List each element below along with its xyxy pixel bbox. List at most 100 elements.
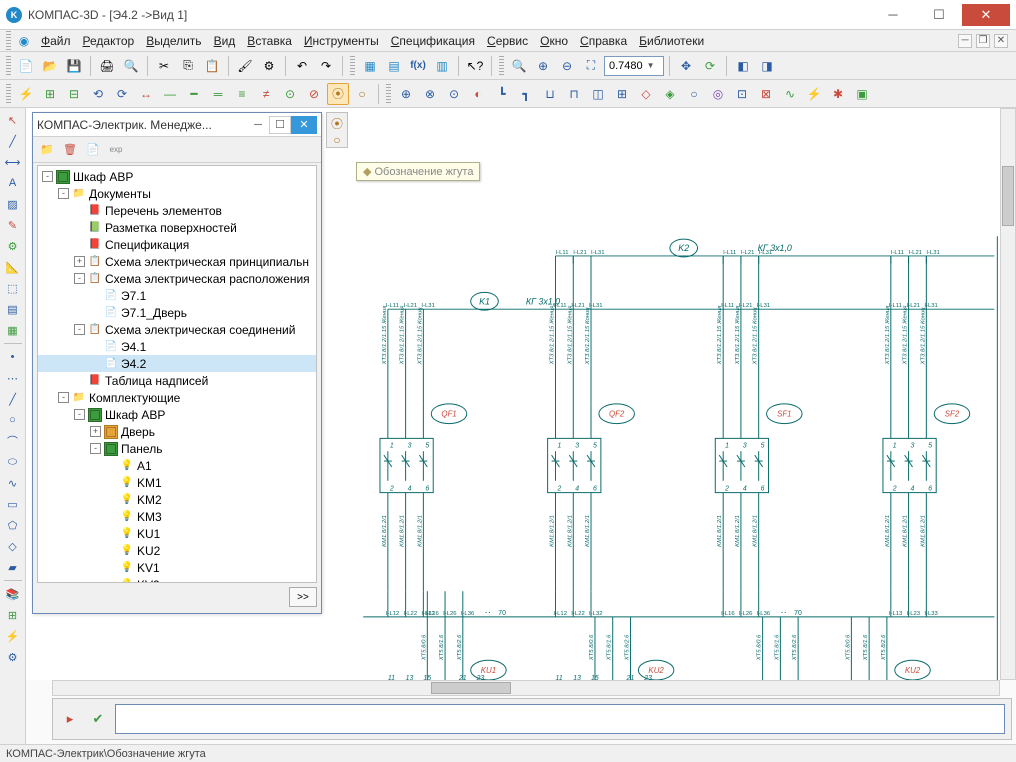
panel-maximize-icon[interactable]: ☐ — [269, 116, 291, 134]
tb-fx-icon[interactable]: f(x) — [407, 55, 429, 77]
tree-node-Документы[interactable]: -📁Документы — [38, 185, 316, 202]
geo-icon-19[interactable]: ✱ — [827, 83, 849, 105]
mdi-restore-icon[interactable]: ❐ — [976, 34, 990, 48]
copy-icon[interactable]: ⎘ — [177, 55, 199, 77]
tree-node-Э7.1[interactable]: 📄Э7.1 — [38, 287, 316, 304]
sec-harness2-icon[interactable]: ○ — [333, 133, 340, 147]
zoom-window-icon[interactable]: 🔍 — [508, 55, 530, 77]
tree-node-Э4.2[interactable]: 📄Э4.2 — [38, 355, 316, 372]
palette-text-icon[interactable]: A — [3, 173, 23, 193]
palette-rep-icon[interactable]: ▦ — [3, 320, 23, 340]
elec-icon-4[interactable]: ⟲ — [87, 83, 109, 105]
geo-icon-4[interactable]: ◐ — [467, 83, 489, 105]
tree-node-A1[interactable]: 💡A1 — [38, 457, 316, 474]
elec-icon-6[interactable]: ↔ — [135, 83, 157, 105]
palette-sel-icon[interactable]: ⬚ — [3, 278, 23, 298]
preview-icon[interactable]: 🔍 — [120, 55, 142, 77]
vertical-scrollbar[interactable] — [1000, 108, 1016, 680]
horizontal-scrollbar[interactable] — [52, 680, 1000, 696]
tree-node-KV2[interactable]: 💡KV2 — [38, 576, 316, 583]
close-button[interactable]: ✕ — [962, 4, 1010, 26]
elec-icon-1[interactable]: ⚡ — [15, 83, 37, 105]
palette-cont-icon[interactable]: ◇ — [3, 536, 23, 556]
geo-icon-5[interactable]: ┗ — [491, 83, 513, 105]
palette-param-icon[interactable]: ⚙ — [3, 236, 23, 256]
geo-icon-20[interactable]: ▣ — [851, 83, 873, 105]
tree-node-Шкаф АВР[interactable]: -Шкаф АВР — [38, 168, 316, 185]
paste-icon[interactable]: 📋 — [201, 55, 223, 77]
geo-icon-7[interactable]: ⊔ — [539, 83, 561, 105]
elec-icon-9[interactable]: ═ — [207, 83, 229, 105]
panel-expand-button[interactable]: >> — [289, 587, 317, 607]
geo-icon-11[interactable]: ◇ — [635, 83, 657, 105]
brush-icon[interactable]: 🖌 — [234, 55, 256, 77]
geo-icon-8[interactable]: ⊓ — [563, 83, 585, 105]
geo-icon-9[interactable]: ◫ — [587, 83, 609, 105]
tree-node-Спецификация[interactable]: 📕Спецификация — [38, 236, 316, 253]
tb-e1-icon[interactable]: ▦ — [359, 55, 381, 77]
menu-Редактор[interactable]: Редактор — [77, 32, 141, 50]
panel-minimize-icon[interactable]: ─ — [247, 116, 269, 134]
panel-titlebar[interactable]: КОМПАС-Электрик. Менедже... ─ ☐ ✕ — [33, 113, 321, 137]
elec-harness-icon[interactable]: ⦿ — [327, 83, 349, 105]
menu-Инструменты[interactable]: Инструменты — [298, 32, 385, 50]
elec-icon-3[interactable]: ⊟ — [63, 83, 85, 105]
print-icon[interactable]: 🖨 — [96, 55, 118, 77]
cmd-ok-icon[interactable]: ✔ — [87, 708, 109, 730]
panel-tb-exp-icon[interactable]: exp — [106, 140, 126, 160]
palette-rect-icon[interactable]: ▭ — [3, 494, 23, 514]
geo-icon-14[interactable]: ◎ — [707, 83, 729, 105]
elec-icon-12[interactable]: ⊙ — [279, 83, 301, 105]
geo-icon-1[interactable]: ⊕ — [395, 83, 417, 105]
tree-node-KU2[interactable]: 💡KU2 — [38, 542, 316, 559]
refresh-icon[interactable]: ⟳ — [699, 55, 721, 77]
palette-spec-icon[interactable]: ▤ — [3, 299, 23, 319]
menu-Файл[interactable]: Файл — [35, 32, 77, 50]
tree-node-KV1[interactable]: 💡KV1 — [38, 559, 316, 576]
minimize-button[interactable]: ─ — [870, 4, 916, 26]
tree-node-Дверь[interactable]: +Дверь — [38, 423, 316, 440]
cursor-help-icon[interactable]: ↖? — [464, 55, 486, 77]
palette-pt-icon[interactable]: • — [3, 347, 23, 367]
panel-tb-del-icon[interactable]: 🗑 — [60, 140, 80, 160]
tree-node-KM3[interactable]: 💡KM3 — [38, 508, 316, 525]
elec-icon-13[interactable]: ⊘ — [303, 83, 325, 105]
tb-x2-icon[interactable]: ◨ — [756, 55, 778, 77]
geo-icon-6[interactable]: ┓ — [515, 83, 537, 105]
palette-fill-icon[interactable]: ▰ — [3, 557, 23, 577]
mdi-minimize-icon[interactable]: ─ — [958, 34, 972, 48]
palette-lib1-icon[interactable]: 📚 — [3, 584, 23, 604]
palette-circ-icon[interactable]: ○ — [3, 410, 23, 430]
geo-icon-16[interactable]: ⊠ — [755, 83, 777, 105]
project-tree[interactable]: -Шкаф АВР-📁Документы📕Перечень элементов📗… — [37, 165, 317, 583]
zoom-fit-icon[interactable]: ⛶ — [580, 55, 602, 77]
panel-tb-doc-icon[interactable]: 📄 — [83, 140, 103, 160]
tree-node-Панель[interactable]: -Панель — [38, 440, 316, 457]
zoom-combo[interactable]: 0.7480▼ — [604, 56, 664, 76]
palette-spl-icon[interactable]: ∿ — [3, 473, 23, 493]
geo-icon-10[interactable]: ⊞ — [611, 83, 633, 105]
menu-Окно[interactable]: Окно — [534, 32, 574, 50]
elec-icon-7[interactable]: — — [159, 83, 181, 105]
elec-icon-10[interactable]: ≡ — [231, 83, 253, 105]
tree-node-Схема электрическая расположения[interactable]: -📋Схема электрическая расположения — [38, 270, 316, 287]
app-menu-icon[interactable]: ◉ — [13, 30, 35, 52]
elec-icon-5[interactable]: ⟳ — [111, 83, 133, 105]
save-icon[interactable]: 💾 — [63, 55, 85, 77]
palette-dim-icon[interactable]: ⟷ — [3, 152, 23, 172]
tree-node-Э4.1[interactable]: 📄Э4.1 — [38, 338, 316, 355]
geo-icon-13[interactable]: ○ — [683, 83, 705, 105]
menu-Справка[interactable]: Справка — [574, 32, 633, 50]
tree-node-KM1[interactable]: 💡KM1 — [38, 474, 316, 491]
menu-Выделить[interactable]: Выделить — [140, 32, 207, 50]
elec-icon-8[interactable]: ━ — [183, 83, 205, 105]
cut-icon[interactable]: ✂ — [153, 55, 175, 77]
menu-Сервис[interactable]: Сервис — [481, 32, 534, 50]
maximize-button[interactable]: ☐ — [916, 4, 962, 26]
palette-ell-icon[interactable]: ⬭ — [3, 452, 23, 472]
pan-icon[interactable]: ✥ — [675, 55, 697, 77]
palette-hatch-icon[interactable]: ▨ — [3, 194, 23, 214]
elec-icon-15[interactable]: ○ — [351, 83, 373, 105]
elec-icon-11[interactable]: ≠ — [255, 83, 277, 105]
panel-tb-new-icon[interactable]: 📁 — [37, 140, 57, 160]
